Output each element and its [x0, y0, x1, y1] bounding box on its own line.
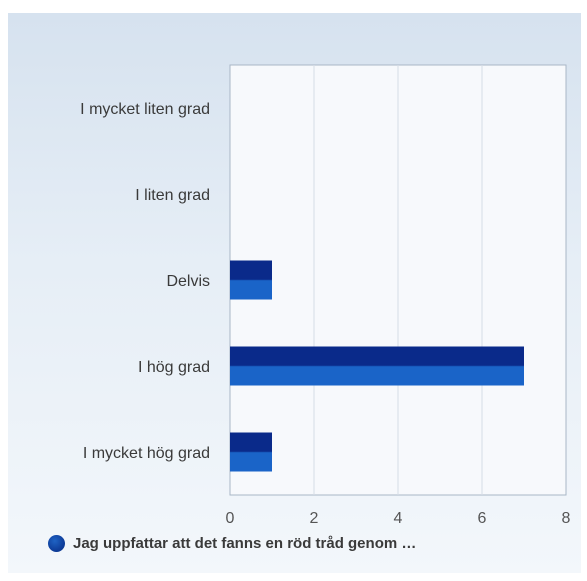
bar [230, 260, 272, 300]
category-label: I mycket hög grad [83, 445, 210, 462]
x-tick-label: 8 [562, 510, 571, 523]
legend-label: Jag uppfattar att det fanns en röd tråd … [73, 535, 417, 552]
chart-container: 0 2 4 6 8 I mycket liten grad I liten grad Delv… [8, 13, 581, 573]
category-label: I hög grad [138, 359, 210, 376]
category-label: Delvis [166, 273, 210, 290]
x-tick-label: 2 [310, 510, 319, 523]
category-label: I mycket liten grad [80, 101, 210, 118]
x-tick-label: 4 [394, 510, 403, 523]
legend: Jag uppfattar att det fanns en röd tråd … [48, 535, 416, 552]
legend-swatch-icon [48, 535, 65, 552]
x-tick-label: 0 [226, 510, 235, 523]
bar [230, 346, 524, 386]
category-label: I liten grad [135, 187, 210, 204]
x-tick-label: 6 [478, 510, 487, 523]
bar [230, 432, 272, 472]
bar-chart: 0 2 4 6 8 I mycket liten grad I liten grad Delv… [80, 64, 571, 523]
